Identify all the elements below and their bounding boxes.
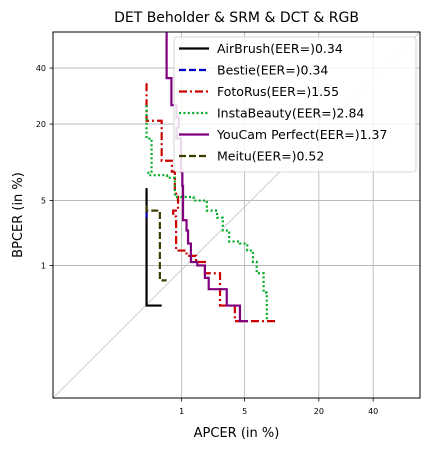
plot-frame bbox=[52, 31, 421, 399]
legend-label-2: FotoRus(EER=)1.55 bbox=[217, 84, 339, 99]
x-tick-label: 1 bbox=[179, 407, 184, 416]
x-tick-label: 5 bbox=[242, 407, 247, 416]
x-tick-label: 40 bbox=[368, 407, 378, 416]
legend-box bbox=[173, 36, 417, 173]
series-line-5 bbox=[145, 205, 167, 282]
x-axis-label: APCER (in %) bbox=[194, 426, 280, 441]
series-line-0 bbox=[145, 188, 162, 307]
chart-title: DET Beholder & SRM & DCT & RGB bbox=[114, 10, 359, 26]
legend-label-5: Meitu(EER=)0.52 bbox=[217, 149, 324, 164]
legend-label-4: YouCam Perfect(EER=)1.37 bbox=[216, 127, 387, 142]
legend: AirBrush(EER=)0.34 Bestie(EER=)0.34 FotoRu… bbox=[173, 36, 417, 173]
axis-ticks: 1 5 20 40 1 5 20 40 bbox=[36, 64, 378, 416]
y-tick-label: 40 bbox=[36, 64, 46, 73]
series-line-3 bbox=[145, 105, 268, 322]
legend-label-3: InstaBeauty(EER=)2.84 bbox=[217, 106, 364, 121]
legend-label-0: AirBrush(EER=)0.34 bbox=[217, 41, 343, 56]
y-tick-label: 1 bbox=[41, 261, 46, 270]
y-tick-label: 5 bbox=[41, 197, 46, 206]
series-line-2 bbox=[145, 83, 276, 323]
y-axis-label: BPCER (in %) bbox=[11, 172, 26, 258]
x-tick-label: 20 bbox=[314, 407, 324, 416]
y-tick-label: 20 bbox=[36, 120, 46, 129]
legend-label-1: Bestie(EER=)0.34 bbox=[217, 63, 328, 78]
